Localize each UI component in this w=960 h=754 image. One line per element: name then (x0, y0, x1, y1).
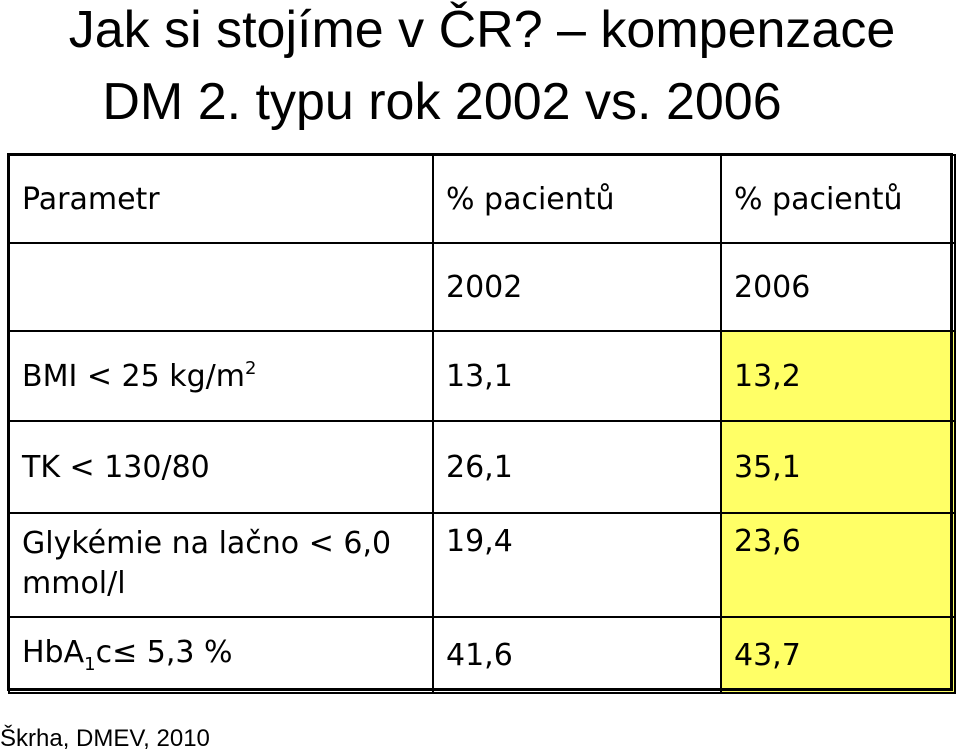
value-cell-2002: 19,4 (432, 512, 722, 618)
source-citation: Škrha, DMEV, 2010 (0, 725, 210, 752)
table-header-row: Parametr % pacientů % pacientů (8, 154, 956, 244)
param-cell: HbA1c≤ 5,3 % (8, 616, 434, 694)
year-cell-param (8, 242, 434, 332)
param-cell: BMI < 25 kg/m2 (8, 330, 434, 422)
title-line-1: Jak si stojíme v ČR? – kompenzace (68, 1, 896, 59)
table-row: Glykémie na lačno < 6,0 mmol/l 19,4 23,6 (8, 512, 956, 618)
value-cell-2006: 43,7 (720, 616, 956, 694)
superscript: 2 (244, 358, 257, 379)
param-text: HbA (22, 635, 85, 670)
param-cell: TK < 130/80 (8, 420, 434, 514)
value-cell-2002: 26,1 (432, 420, 722, 514)
value-cell-2006: 23,6 (720, 512, 956, 618)
param-text-suffix: c≤ 5,3 % (95, 635, 233, 670)
param-text: BMI < 25 kg/m (22, 359, 245, 394)
year-cell-2002: 2002 (432, 242, 722, 332)
subscript: 1 (84, 654, 96, 675)
header-cell-2002: % pacientů (432, 154, 722, 244)
header-cell-2006: % pacientů (720, 154, 956, 244)
year-cell-2006: 2006 (720, 242, 956, 332)
header-cell-param: Parametr (8, 154, 434, 244)
value-cell-2002: 13,1 (432, 330, 722, 422)
value-cell-2006: 35,1 (720, 420, 956, 514)
value-cell-2002: 41,6 (432, 616, 722, 694)
table-row: BMI < 25 kg/m2 13,1 13,2 (8, 330, 956, 422)
param-cell: Glykémie na lačno < 6,0 mmol/l (8, 512, 434, 618)
results-table: Parametr % pacientů % pacientů 2002 2006… (8, 154, 956, 694)
table-row: TK < 130/80 26,1 35,1 (8, 420, 956, 514)
table-row: HbA1c≤ 5,3 % 41,6 43,7 (8, 616, 956, 694)
value-cell-2006: 13,2 (720, 330, 956, 422)
title-line-2: DM 2. typu rok 2002 vs. 2006 (102, 73, 782, 131)
table-year-row: 2002 2006 (8, 242, 956, 332)
